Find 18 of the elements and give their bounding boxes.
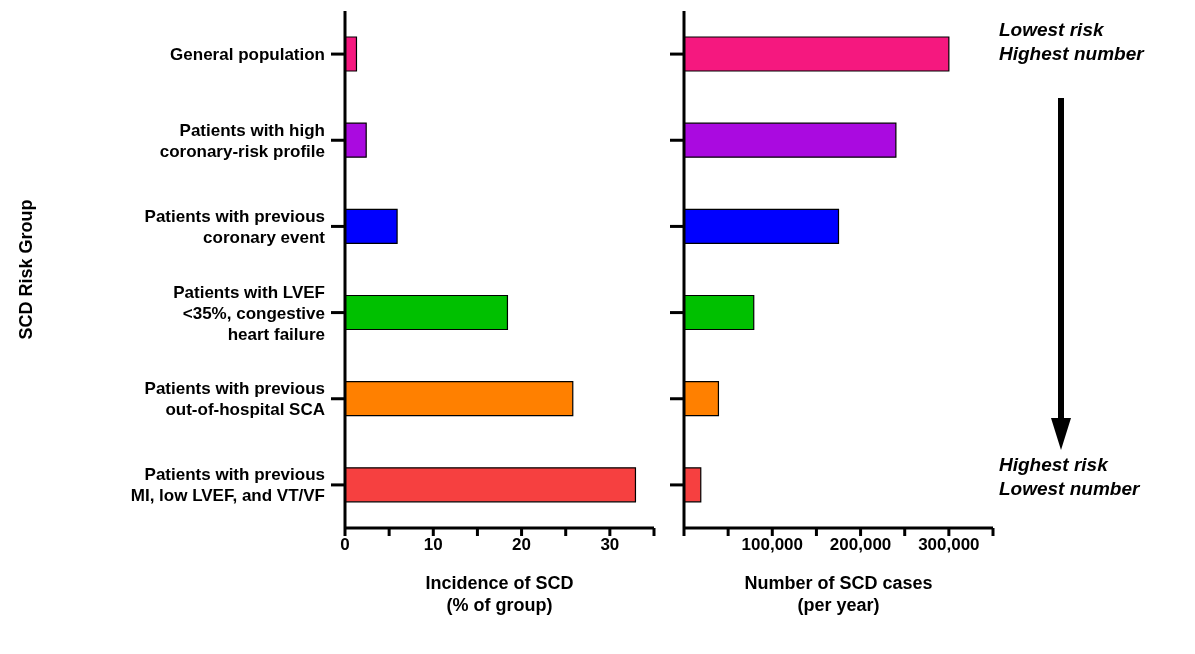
y-tick-label: Patients with previous out-of-hospital SCA (144, 379, 325, 420)
x-tick-label: 300,000 (918, 535, 980, 555)
x-axis-title: Incidence of SCD (% of group) (425, 573, 574, 616)
text: Highest risk Lowest number (999, 453, 1140, 501)
y-axis-title: SCD Risk Group (16, 199, 36, 340)
y-tick-label: Patients with high coronary-risk profile (159, 120, 325, 161)
text: Lowest risk Highest number (999, 18, 1144, 66)
x-tick-label: 20 (512, 535, 532, 555)
y-tick-label: General population (170, 45, 325, 65)
y-tick-label: Patients with previous coronary event (144, 206, 326, 247)
y-tick-label: Patients with previous MI, low LVEF, and VT/VF (130, 465, 325, 506)
y-tick-label: Patients with LVEF <35%, congestive heart failure (173, 282, 325, 344)
x-axis-title: Number of SCD cases (per year) (744, 573, 933, 616)
x-tick-label: 10 (423, 535, 443, 555)
x-tick-label: 30 (600, 535, 620, 555)
x-tick-label: 100,000 (741, 535, 804, 555)
x-tick-label: 0 (340, 535, 350, 555)
x-tick-label: 200,000 (829, 535, 892, 555)
